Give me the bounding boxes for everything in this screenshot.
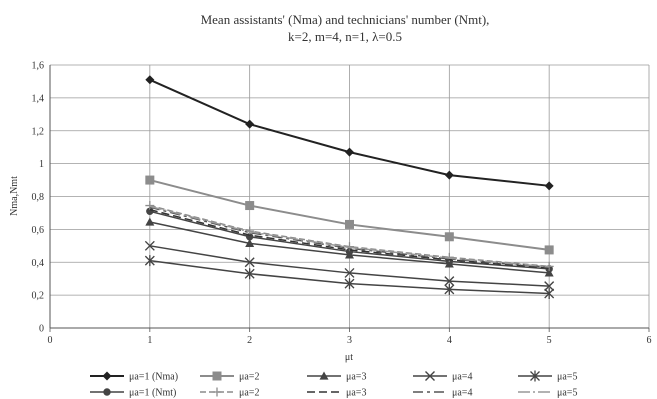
y-axis-label: Nma,Nmt — [9, 176, 20, 216]
legend-item: μa=3 — [307, 388, 366, 399]
legend-label: μa=5 — [557, 388, 577, 399]
data-point — [245, 201, 255, 211]
legend: μa=1 (Nma) μa=2 μa=3 μa=4 μa=5 μa=1 (Nmt) μa=2… — [90, 370, 577, 399]
y-tick-label: 1,2 — [32, 126, 45, 137]
legend-marker — [212, 371, 222, 381]
y-tick-label: 0 — [39, 324, 44, 335]
series-layer — [144, 75, 555, 299]
legend-item: μa=1 (Nmt) — [90, 388, 176, 399]
data-point — [145, 201, 155, 211]
legend-label: μa=2 — [239, 388, 259, 399]
legend-label: μa=5 — [557, 372, 577, 383]
legend-item: μa=5 — [518, 370, 577, 383]
series-9 — [149, 206, 550, 268]
legend-marker — [319, 371, 329, 380]
chart-title: Mean assistants' (Nma) and technicians' … — [201, 12, 490, 27]
series-line — [149, 206, 550, 268]
legend-marker — [103, 388, 111, 396]
x-axis-label: μt — [345, 352, 353, 363]
y-tick-label: 0,2 — [32, 291, 45, 302]
data-point — [444, 283, 455, 295]
axes — [49, 65, 650, 332]
x-tick-labels: 0 1 2 3 4 5 6 — [48, 335, 652, 346]
data-point — [344, 267, 355, 278]
legend-label: μa=3 — [346, 372, 366, 383]
legend-item: μa=2 — [200, 371, 259, 383]
legend-item: μa=3 — [307, 371, 366, 383]
data-point — [145, 175, 155, 185]
legend-item: μa=4 — [413, 371, 472, 383]
data-point — [344, 278, 355, 290]
legend-marker — [425, 371, 435, 381]
series-line — [149, 208, 550, 269]
data-point — [144, 255, 155, 267]
data-point — [544, 281, 555, 292]
data-point — [245, 226, 255, 236]
series-8 — [149, 208, 550, 269]
data-point — [544, 245, 554, 255]
legend-item: μa=4 — [413, 388, 472, 399]
legend-item: μa=2 — [200, 387, 259, 399]
data-point — [544, 181, 554, 191]
legend-item: μa=5 — [518, 388, 577, 399]
y-tick-labels: 0 0,2 0,4 0,6 0,8 1 1,2 1,4 1,6 — [32, 61, 45, 335]
data-point — [444, 170, 454, 180]
legend-label: μa=3 — [346, 388, 366, 399]
x-tick-label: 0 — [48, 335, 53, 346]
series-5 — [144, 255, 555, 299]
data-point — [244, 257, 255, 268]
y-tick-label: 0,4 — [32, 258, 45, 269]
data-point — [144, 240, 155, 251]
data-point — [245, 119, 255, 129]
legend-label: μa=2 — [239, 372, 259, 383]
legend-label: μa=4 — [452, 372, 472, 383]
x-tick-label: 3 — [347, 335, 352, 346]
data-point — [145, 217, 155, 226]
series-1 — [145, 75, 554, 191]
data-point — [345, 147, 354, 157]
x-tick-label: 1 — [147, 335, 152, 346]
x-tick-label: 6 — [647, 335, 652, 346]
legend-item: μa=1 (Nma) — [90, 371, 178, 383]
data-point — [244, 268, 255, 280]
data-point — [444, 276, 455, 287]
legend-marker — [530, 370, 540, 382]
data-point — [544, 287, 555, 299]
y-tick-label: 0,8 — [32, 192, 45, 203]
y-tick-label: 1,6 — [32, 61, 45, 72]
data-point — [444, 232, 454, 242]
series-line — [149, 204, 550, 268]
data-point — [245, 238, 255, 247]
x-tick-label: 4 — [447, 335, 452, 346]
series-line — [149, 205, 550, 268]
x-tick-label: 5 — [547, 335, 552, 346]
y-tick-label: 0,6 — [32, 225, 45, 236]
series-4 — [144, 240, 555, 292]
x-tick-label: 2 — [247, 335, 252, 346]
y-tick-label: 1 — [39, 159, 44, 170]
series-2 — [145, 175, 554, 255]
data-point — [345, 219, 354, 229]
legend-marker — [102, 371, 112, 381]
legend-label: μa=4 — [452, 388, 472, 399]
series-10 — [149, 205, 550, 268]
legend-label: μa=1 (Nma) — [129, 372, 178, 383]
legend-label: μa=1 (Nmt) — [129, 388, 176, 399]
chart-subtitle: k=2, m=4, n=1, λ=0.5 — [288, 29, 402, 44]
y-tick-label: 1,4 — [32, 93, 45, 104]
legend-marker — [212, 387, 222, 397]
data-point — [145, 75, 155, 85]
